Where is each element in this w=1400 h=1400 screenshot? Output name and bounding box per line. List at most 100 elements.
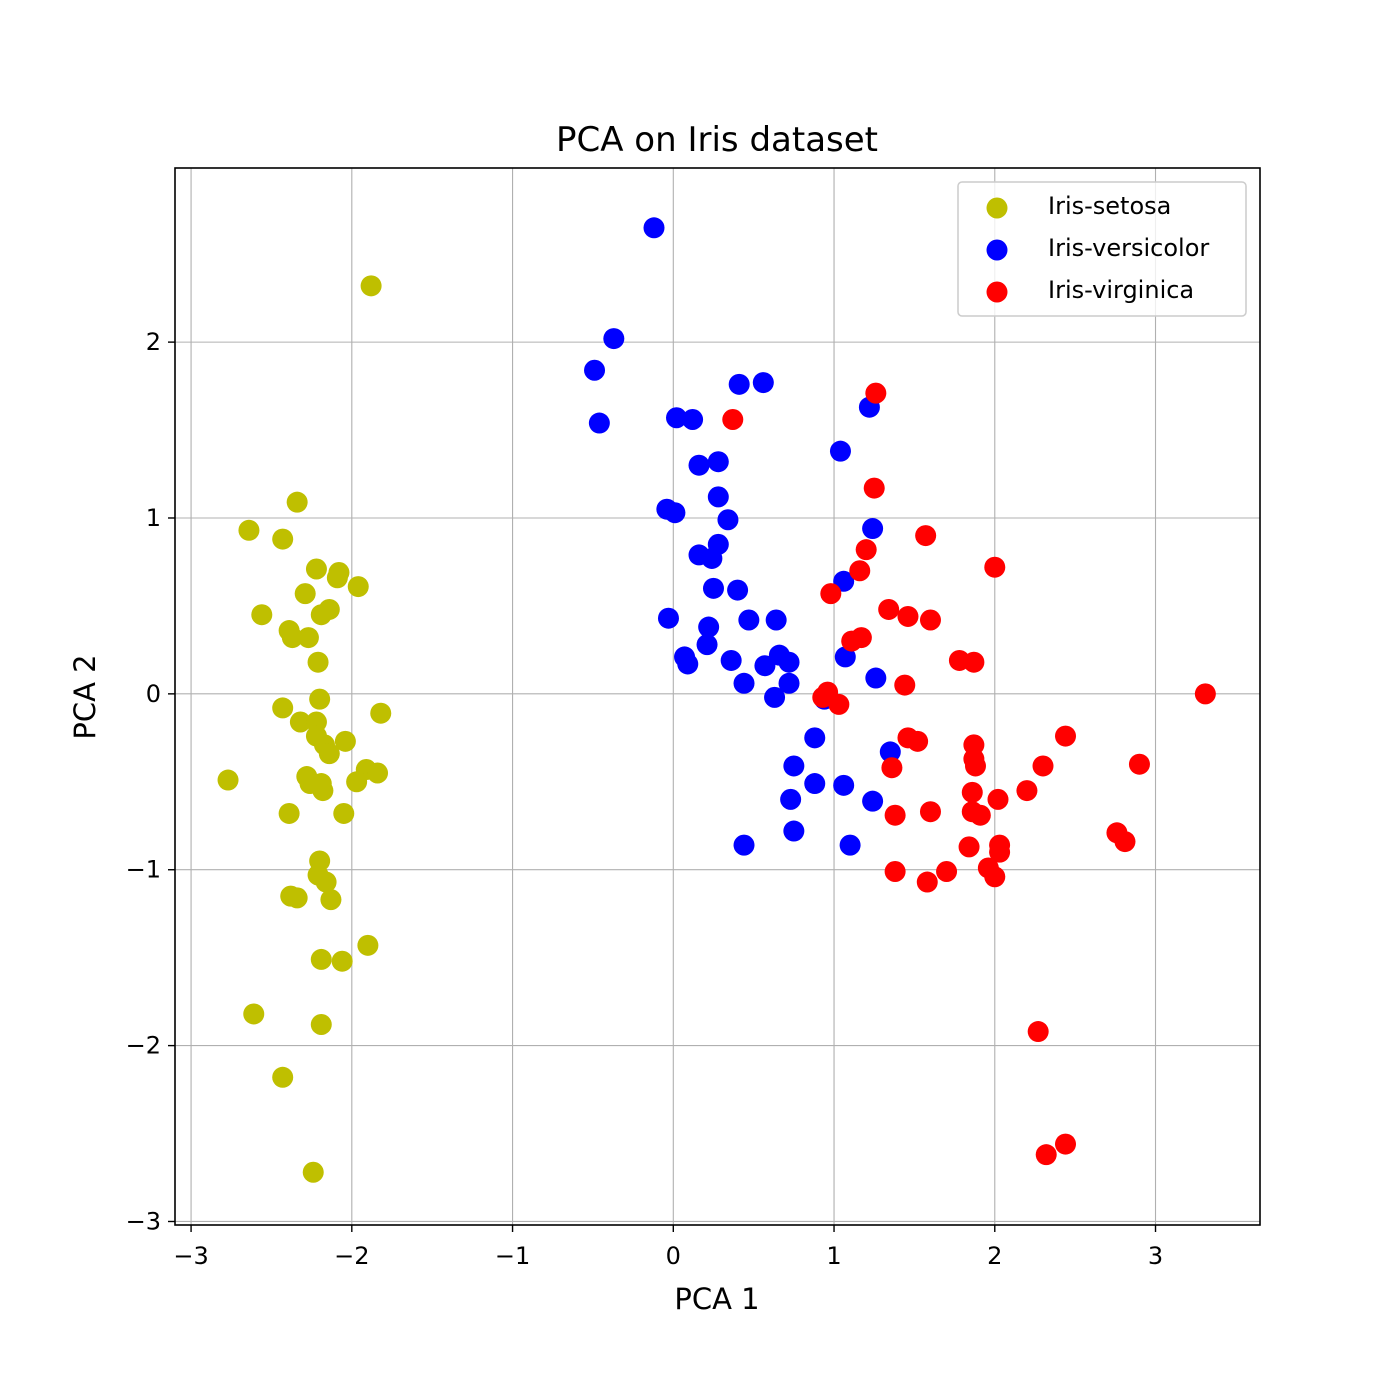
legend-box xyxy=(957,181,1247,317)
point-iris-virginica xyxy=(884,860,906,882)
point-iris-virginica xyxy=(919,801,941,823)
point-iris-setosa xyxy=(326,567,348,589)
point-iris-versicolor xyxy=(862,790,884,812)
point-iris-virginica xyxy=(984,556,1006,578)
point-iris-versicolor xyxy=(727,579,749,601)
point-iris-virginica xyxy=(1027,1021,1049,1043)
point-iris-virginica xyxy=(961,781,983,803)
point-iris-virginica xyxy=(865,382,887,404)
point-iris-setosa xyxy=(360,275,382,297)
point-iris-versicolor xyxy=(643,217,665,239)
point-iris-setosa xyxy=(346,771,368,793)
point-iris-virginica xyxy=(855,539,877,561)
point-iris-versicolor xyxy=(677,653,699,675)
point-iris-virginica xyxy=(989,841,1011,863)
point-iris-virginica xyxy=(878,598,900,620)
point-iris-setosa xyxy=(310,604,332,626)
point-iris-setosa xyxy=(272,697,294,719)
x-tick-label: 3 xyxy=(1148,1242,1163,1270)
x-tick-label: 2 xyxy=(987,1242,1002,1270)
point-iris-virginica xyxy=(863,477,885,499)
point-iris-setosa xyxy=(286,491,308,513)
point-iris-setosa xyxy=(347,576,369,598)
data-points xyxy=(217,217,1216,1183)
legend-label-iris-setosa: Iris-setosa xyxy=(1048,192,1171,220)
point-iris-setosa xyxy=(251,604,273,626)
point-iris-virginica xyxy=(812,686,834,708)
point-iris-versicolor xyxy=(584,359,606,381)
point-iris-setosa xyxy=(320,889,342,911)
point-iris-setosa xyxy=(370,702,392,724)
point-iris-virginica xyxy=(884,804,906,826)
legend-label-iris-versicolor: Iris-versicolor xyxy=(1048,234,1209,262)
legend-marker-iris-versicolor xyxy=(986,239,1008,261)
point-iris-versicolor xyxy=(682,408,704,430)
point-iris-versicolor xyxy=(778,672,800,694)
point-iris-versicolor xyxy=(603,328,625,350)
point-iris-virginica xyxy=(897,605,919,627)
x-tick-label: −1 xyxy=(495,1242,530,1270)
point-iris-versicolor xyxy=(588,412,610,434)
point-iris-versicolor xyxy=(688,454,710,476)
point-iris-setosa xyxy=(310,948,332,970)
plot-frame xyxy=(174,167,1261,1226)
y-tick-label: 0 xyxy=(146,680,161,708)
point-iris-setosa xyxy=(272,528,294,550)
point-iris-virginica xyxy=(1055,725,1077,747)
point-iris-virginica xyxy=(894,674,916,696)
x-tick-label: −3 xyxy=(173,1242,208,1270)
point-iris-versicolor xyxy=(833,774,855,796)
point-iris-virginica xyxy=(984,866,1006,888)
point-iris-virginica xyxy=(1032,755,1054,777)
point-iris-setosa xyxy=(238,519,260,541)
point-iris-versicolor xyxy=(657,607,679,629)
point-iris-setosa xyxy=(272,1066,294,1088)
point-iris-setosa xyxy=(278,802,300,824)
point-iris-setosa xyxy=(286,887,308,909)
point-iris-versicolor xyxy=(865,667,887,689)
point-iris-setosa xyxy=(243,1003,265,1025)
point-iris-setosa xyxy=(333,802,355,824)
point-iris-versicolor xyxy=(764,686,786,708)
point-iris-virginica xyxy=(828,693,850,715)
point-iris-virginica xyxy=(1055,1133,1077,1155)
point-iris-versicolor xyxy=(702,577,724,599)
point-iris-virginica xyxy=(722,408,744,430)
point-iris-versicolor xyxy=(696,634,718,656)
y-tick-label: −1 xyxy=(126,856,161,884)
point-iris-virginica xyxy=(841,630,863,652)
point-iris-virginica xyxy=(964,755,986,777)
point-iris-versicolor xyxy=(738,609,760,631)
point-iris-versicolor xyxy=(834,646,856,668)
point-iris-setosa xyxy=(305,558,327,580)
y-axis-ticks: −3 −2 −1 0 1 2 xyxy=(126,328,175,1235)
point-iris-virginica xyxy=(936,860,958,882)
point-iris-versicolor xyxy=(752,372,774,394)
point-iris-virginica xyxy=(915,525,937,547)
point-iris-virginica xyxy=(969,804,991,826)
point-iris-virginica xyxy=(1114,831,1136,853)
y-tick-label: −2 xyxy=(126,1032,161,1060)
point-iris-virginica xyxy=(1128,753,1150,775)
point-iris-setosa xyxy=(217,769,239,791)
point-iris-virginica xyxy=(820,583,842,605)
point-iris-virginica xyxy=(881,757,903,779)
point-iris-versicolor xyxy=(754,655,776,677)
point-iris-versicolor xyxy=(804,773,826,795)
point-iris-versicolor xyxy=(707,451,729,473)
point-iris-versicolor xyxy=(804,727,826,749)
point-iris-setosa xyxy=(312,780,334,802)
point-iris-setosa xyxy=(294,583,316,605)
point-iris-virginica xyxy=(919,609,941,631)
point-iris-setosa xyxy=(357,934,379,956)
chart-title: PCA on Iris dataset xyxy=(556,120,878,160)
point-iris-versicolor xyxy=(728,373,750,395)
point-iris-versicolor xyxy=(780,788,802,810)
point-iris-versicolor xyxy=(783,820,805,842)
point-iris-setosa xyxy=(310,1014,332,1036)
x-axis-ticks: −3 −2 −1 0 1 2 3 xyxy=(173,1225,1163,1270)
x-axis-label: PCA 1 xyxy=(674,1282,759,1316)
point-iris-setosa xyxy=(309,688,331,710)
point-iris-setosa xyxy=(281,627,303,649)
grid-lines xyxy=(175,168,1260,1225)
